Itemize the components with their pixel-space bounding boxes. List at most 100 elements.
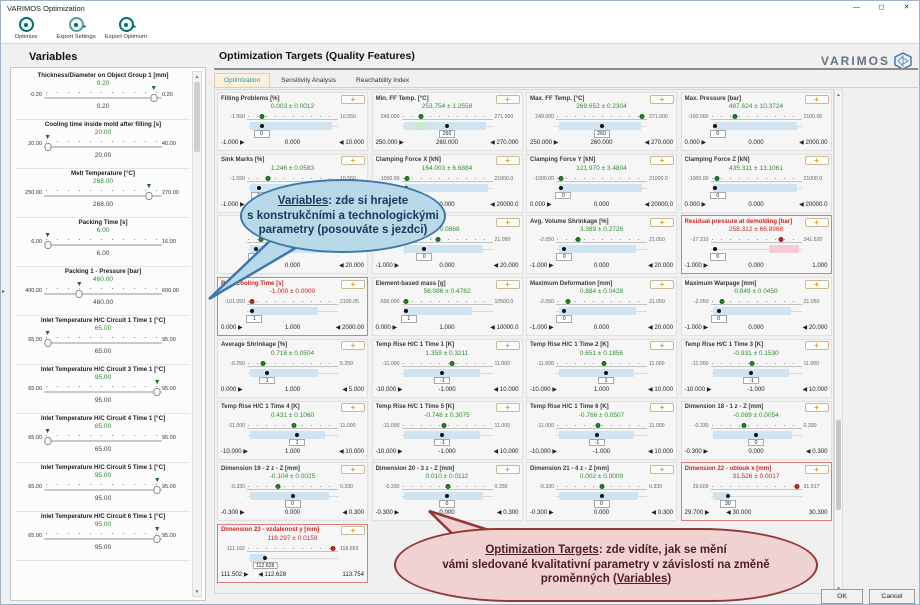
target-dot[interactable]: [594, 432, 599, 437]
target-dot[interactable]: [265, 370, 270, 375]
slider-track[interactable]: ▼: [44, 428, 162, 445]
lower-limit-handle[interactable]: -10.000 ▶: [375, 447, 403, 455]
lower-limit-handle[interactable]: -1.000 ▶: [530, 262, 554, 270]
lower-limit-handle[interactable]: 0.000 ▶: [530, 200, 552, 208]
target-value-input[interactable]: 260: [593, 130, 610, 138]
add-target-button[interactable]: +: [804, 464, 829, 474]
upper-limit-handle[interactable]: ◀ 0.300: [651, 509, 673, 517]
upper-limit-handle[interactable]: ◀ 20.000: [802, 324, 828, 332]
slider-track[interactable]: ▼: [44, 134, 162, 151]
target-dot[interactable]: [263, 555, 268, 560]
tab-reachability-index[interactable]: Reachability Index: [356, 77, 410, 84]
add-target-button[interactable]: +: [650, 464, 674, 474]
target-dot[interactable]: [445, 124, 449, 128]
lower-limit-handle[interactable]: 0.000 ▶: [221, 385, 243, 393]
add-target-button[interactable]: +: [495, 279, 520, 289]
tab-sensitivity-analysis[interactable]: Sensitivity Analysis: [281, 77, 337, 84]
cancel-button[interactable]: Cancel: [869, 589, 915, 604]
target-value-input[interactable]: -1: [588, 438, 605, 446]
lower-limit-handle[interactable]: 0.000 ▶: [684, 200, 707, 208]
lower-limit-handle[interactable]: -1.000 ▶: [221, 139, 245, 146]
add-target-button[interactable]: +: [495, 217, 520, 227]
target-dot[interactable]: [256, 185, 261, 190]
lower-limit-handle[interactable]: -1.000 ▶: [221, 200, 245, 208]
add-target-button[interactable]: +: [650, 156, 674, 166]
slider-track[interactable]: ▼: [44, 85, 162, 102]
scroll-up-icon[interactable]: ▲: [836, 92, 841, 97]
add-target-button[interactable]: +: [341, 464, 365, 474]
target-dot[interactable]: [295, 432, 300, 437]
upper-limit-handle[interactable]: ◀ 10.000: [338, 139, 364, 146]
scroll-up-icon[interactable]: ▲: [194, 74, 200, 79]
target-value-input[interactable]: 1: [400, 315, 417, 323]
target-value-input[interactable]: 0: [709, 130, 726, 138]
add-target-button[interactable]: +: [495, 464, 520, 474]
target-value-input[interactable]: 0: [439, 500, 455, 508]
add-target-button[interactable]: +: [804, 403, 829, 412]
target-dot[interactable]: [749, 370, 754, 375]
target-dot[interactable]: [404, 309, 409, 314]
minimize-button[interactable]: —: [853, 4, 860, 11]
target-value-input[interactable]: 1: [598, 376, 615, 385]
add-target-button[interactable]: +: [341, 403, 365, 412]
add-target-button[interactable]: +: [804, 217, 829, 227]
panel-collapse-arrow[interactable]: ▸: [2, 289, 6, 295]
upper-limit-handle[interactable]: ◀ 20.000: [338, 262, 364, 270]
tab-optimization[interactable]: Optimization: [214, 73, 271, 87]
add-target-button[interactable]: +: [341, 526, 365, 536]
target-value-input[interactable]: 0: [253, 130, 270, 138]
target-value-input[interactable]: -1: [743, 376, 760, 385]
target-value-input[interactable]: 1: [246, 315, 263, 323]
target-dot[interactable]: [445, 494, 449, 499]
lower-limit-handle[interactable]: 0.000 ▶: [684, 139, 707, 146]
scrollbar-thumb[interactable]: [194, 82, 200, 152]
upper-limit-handle[interactable]: ◀ 270.000: [490, 139, 519, 146]
slider-thumb[interactable]: [44, 241, 52, 249]
upper-limit-handle[interactable]: ◀ 20.000: [493, 262, 519, 270]
slider-marker-icon[interactable]: ▼: [75, 281, 83, 288]
add-target-button[interactable]: +: [650, 217, 674, 227]
target-value-input[interactable]: -1: [434, 438, 451, 446]
target-dot[interactable]: [440, 370, 445, 375]
upper-limit-handle[interactable]: ◀ 0.300: [805, 447, 828, 455]
add-target-button[interactable]: +: [650, 279, 674, 289]
add-target-button[interactable]: +: [804, 341, 829, 351]
lower-limit-handle[interactable]: 0.000 ▶: [221, 324, 243, 332]
scrollbar-thumb[interactable]: [836, 420, 841, 510]
target-value-input[interactable]: 0: [284, 500, 301, 508]
slider-track[interactable]: ▼: [44, 183, 162, 200]
slider-thumb[interactable]: [75, 290, 83, 298]
add-target-button[interactable]: +: [341, 279, 365, 289]
lower-limit-handle[interactable]: 250.000 ▶: [375, 139, 404, 146]
target-dot[interactable]: [422, 247, 427, 252]
lower-limit-handle[interactable]: -1.000 ▶: [684, 262, 709, 270]
lower-limit-handle[interactable]: 0.000 ▶: [375, 324, 398, 332]
upper-limit-handle[interactable]: ◀ 10.000: [802, 385, 828, 393]
export-settings-button[interactable]: ▸ Export Settings: [51, 15, 101, 43]
target-value-input[interactable]: 0: [748, 438, 764, 446]
slider-track[interactable]: ▼: [44, 232, 162, 249]
slider-thumb[interactable]: [153, 388, 161, 396]
lower-limit-handle[interactable]: -10.000 ▶: [530, 447, 558, 455]
slider-marker-icon[interactable]: ▼: [153, 379, 161, 386]
add-target-button[interactable]: +: [650, 403, 674, 412]
target-value-input[interactable]: 260: [439, 130, 455, 138]
upper-limit-handle[interactable]: ◀ 20.000: [647, 262, 673, 270]
slider-marker-icon[interactable]: ▼: [153, 477, 161, 484]
add-target-button[interactable]: +: [495, 341, 520, 351]
upper-limit-handle[interactable]: ◀ 10.000: [338, 447, 364, 455]
lower-limit-handle[interactable]: -1.000 ▶: [684, 324, 709, 332]
upper-limit-handle[interactable]: ◀ 0.300: [342, 509, 364, 517]
close-button[interactable]: ✕: [903, 4, 910, 11]
slider-track[interactable]: ▼: [44, 379, 162, 396]
lower-limit-handle[interactable]: 250.000 ▶: [530, 139, 559, 146]
maximize-button[interactable]: ◻: [878, 4, 885, 11]
lower-limit-handle[interactable]: -0.300 ▶: [684, 447, 709, 455]
slider-thumb[interactable]: [44, 143, 52, 151]
slider-track[interactable]: ▼: [44, 477, 162, 494]
lower-limit-handle[interactable]: -0.300 ▶: [530, 509, 554, 517]
upper-limit-handle[interactable]: ◀ 10.000: [647, 385, 673, 393]
upper-limit-handle[interactable]: ◀ 20.000: [647, 324, 673, 332]
slider-thumb[interactable]: [153, 535, 161, 543]
lower-limit-handle[interactable]: -0.300 ▶: [375, 509, 400, 517]
